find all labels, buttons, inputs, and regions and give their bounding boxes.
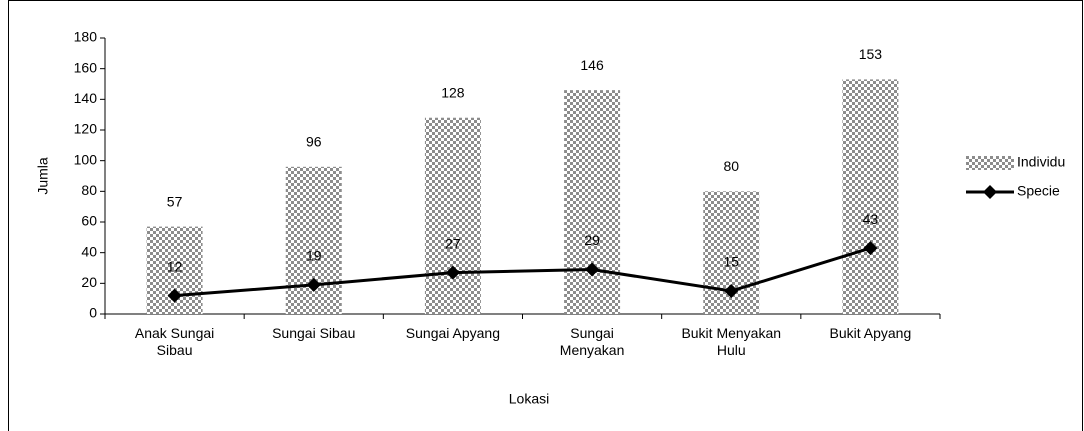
y-tick-label: 180 bbox=[74, 29, 98, 45]
marker bbox=[445, 265, 460, 280]
legend-marker bbox=[983, 185, 997, 199]
y-tick-label: 100 bbox=[74, 151, 98, 167]
bar bbox=[424, 117, 481, 314]
bar bbox=[842, 79, 899, 315]
bar bbox=[285, 166, 342, 314]
y-tick-label: 20 bbox=[81, 274, 97, 290]
legend-swatch bbox=[966, 156, 1014, 170]
bar bbox=[564, 90, 621, 314]
x-tick-label: Sungai Menyakan bbox=[559, 325, 625, 358]
line-value-label: 29 bbox=[584, 232, 600, 248]
y-tick-label: 60 bbox=[81, 213, 97, 229]
x-tick-label: Bukit Apyang bbox=[829, 325, 912, 341]
y-tick-label: 160 bbox=[74, 59, 98, 75]
line-value-label: 19 bbox=[306, 248, 322, 264]
marker bbox=[585, 262, 600, 277]
marker bbox=[863, 241, 878, 256]
line-value-label: 12 bbox=[167, 258, 183, 274]
x-tick-label: Sungai Sibau bbox=[272, 325, 356, 341]
bar-value-label: 153 bbox=[859, 46, 883, 62]
bar-value-label: 57 bbox=[167, 193, 183, 209]
marker bbox=[724, 284, 739, 298]
legend-label: Individu bbox=[1017, 154, 1065, 170]
x-tick-label: Sungai Apyang bbox=[405, 325, 500, 341]
line-value-label: 15 bbox=[723, 254, 739, 270]
x-tick-label: Anak Sungai Sibau bbox=[134, 325, 215, 358]
marker bbox=[306, 277, 321, 292]
y-tick-label: 120 bbox=[74, 121, 98, 137]
line bbox=[174, 246, 871, 298]
x-tick-label: Bukit Menyakan Hulu bbox=[681, 325, 782, 358]
x-axis-label: Lokasi bbox=[509, 391, 549, 407]
chart-border bbox=[8, 0, 1083, 431]
bar-value-label: 146 bbox=[580, 57, 604, 73]
marker bbox=[167, 288, 182, 303]
y-tick-label: 40 bbox=[81, 243, 97, 259]
legend-label: Specie bbox=[1017, 183, 1060, 199]
line-value-label: 27 bbox=[445, 235, 461, 251]
line-value-label: 43 bbox=[863, 211, 879, 227]
y-tick-label: 80 bbox=[81, 182, 97, 198]
y-tick-label: 0 bbox=[89, 305, 97, 321]
y-tick-label: 140 bbox=[74, 90, 98, 106]
bar-value-label: 128 bbox=[441, 84, 465, 100]
bar-value-label: 80 bbox=[723, 158, 739, 174]
y-axis-label: Jumla bbox=[35, 157, 51, 195]
bar-value-label: 96 bbox=[306, 134, 322, 150]
